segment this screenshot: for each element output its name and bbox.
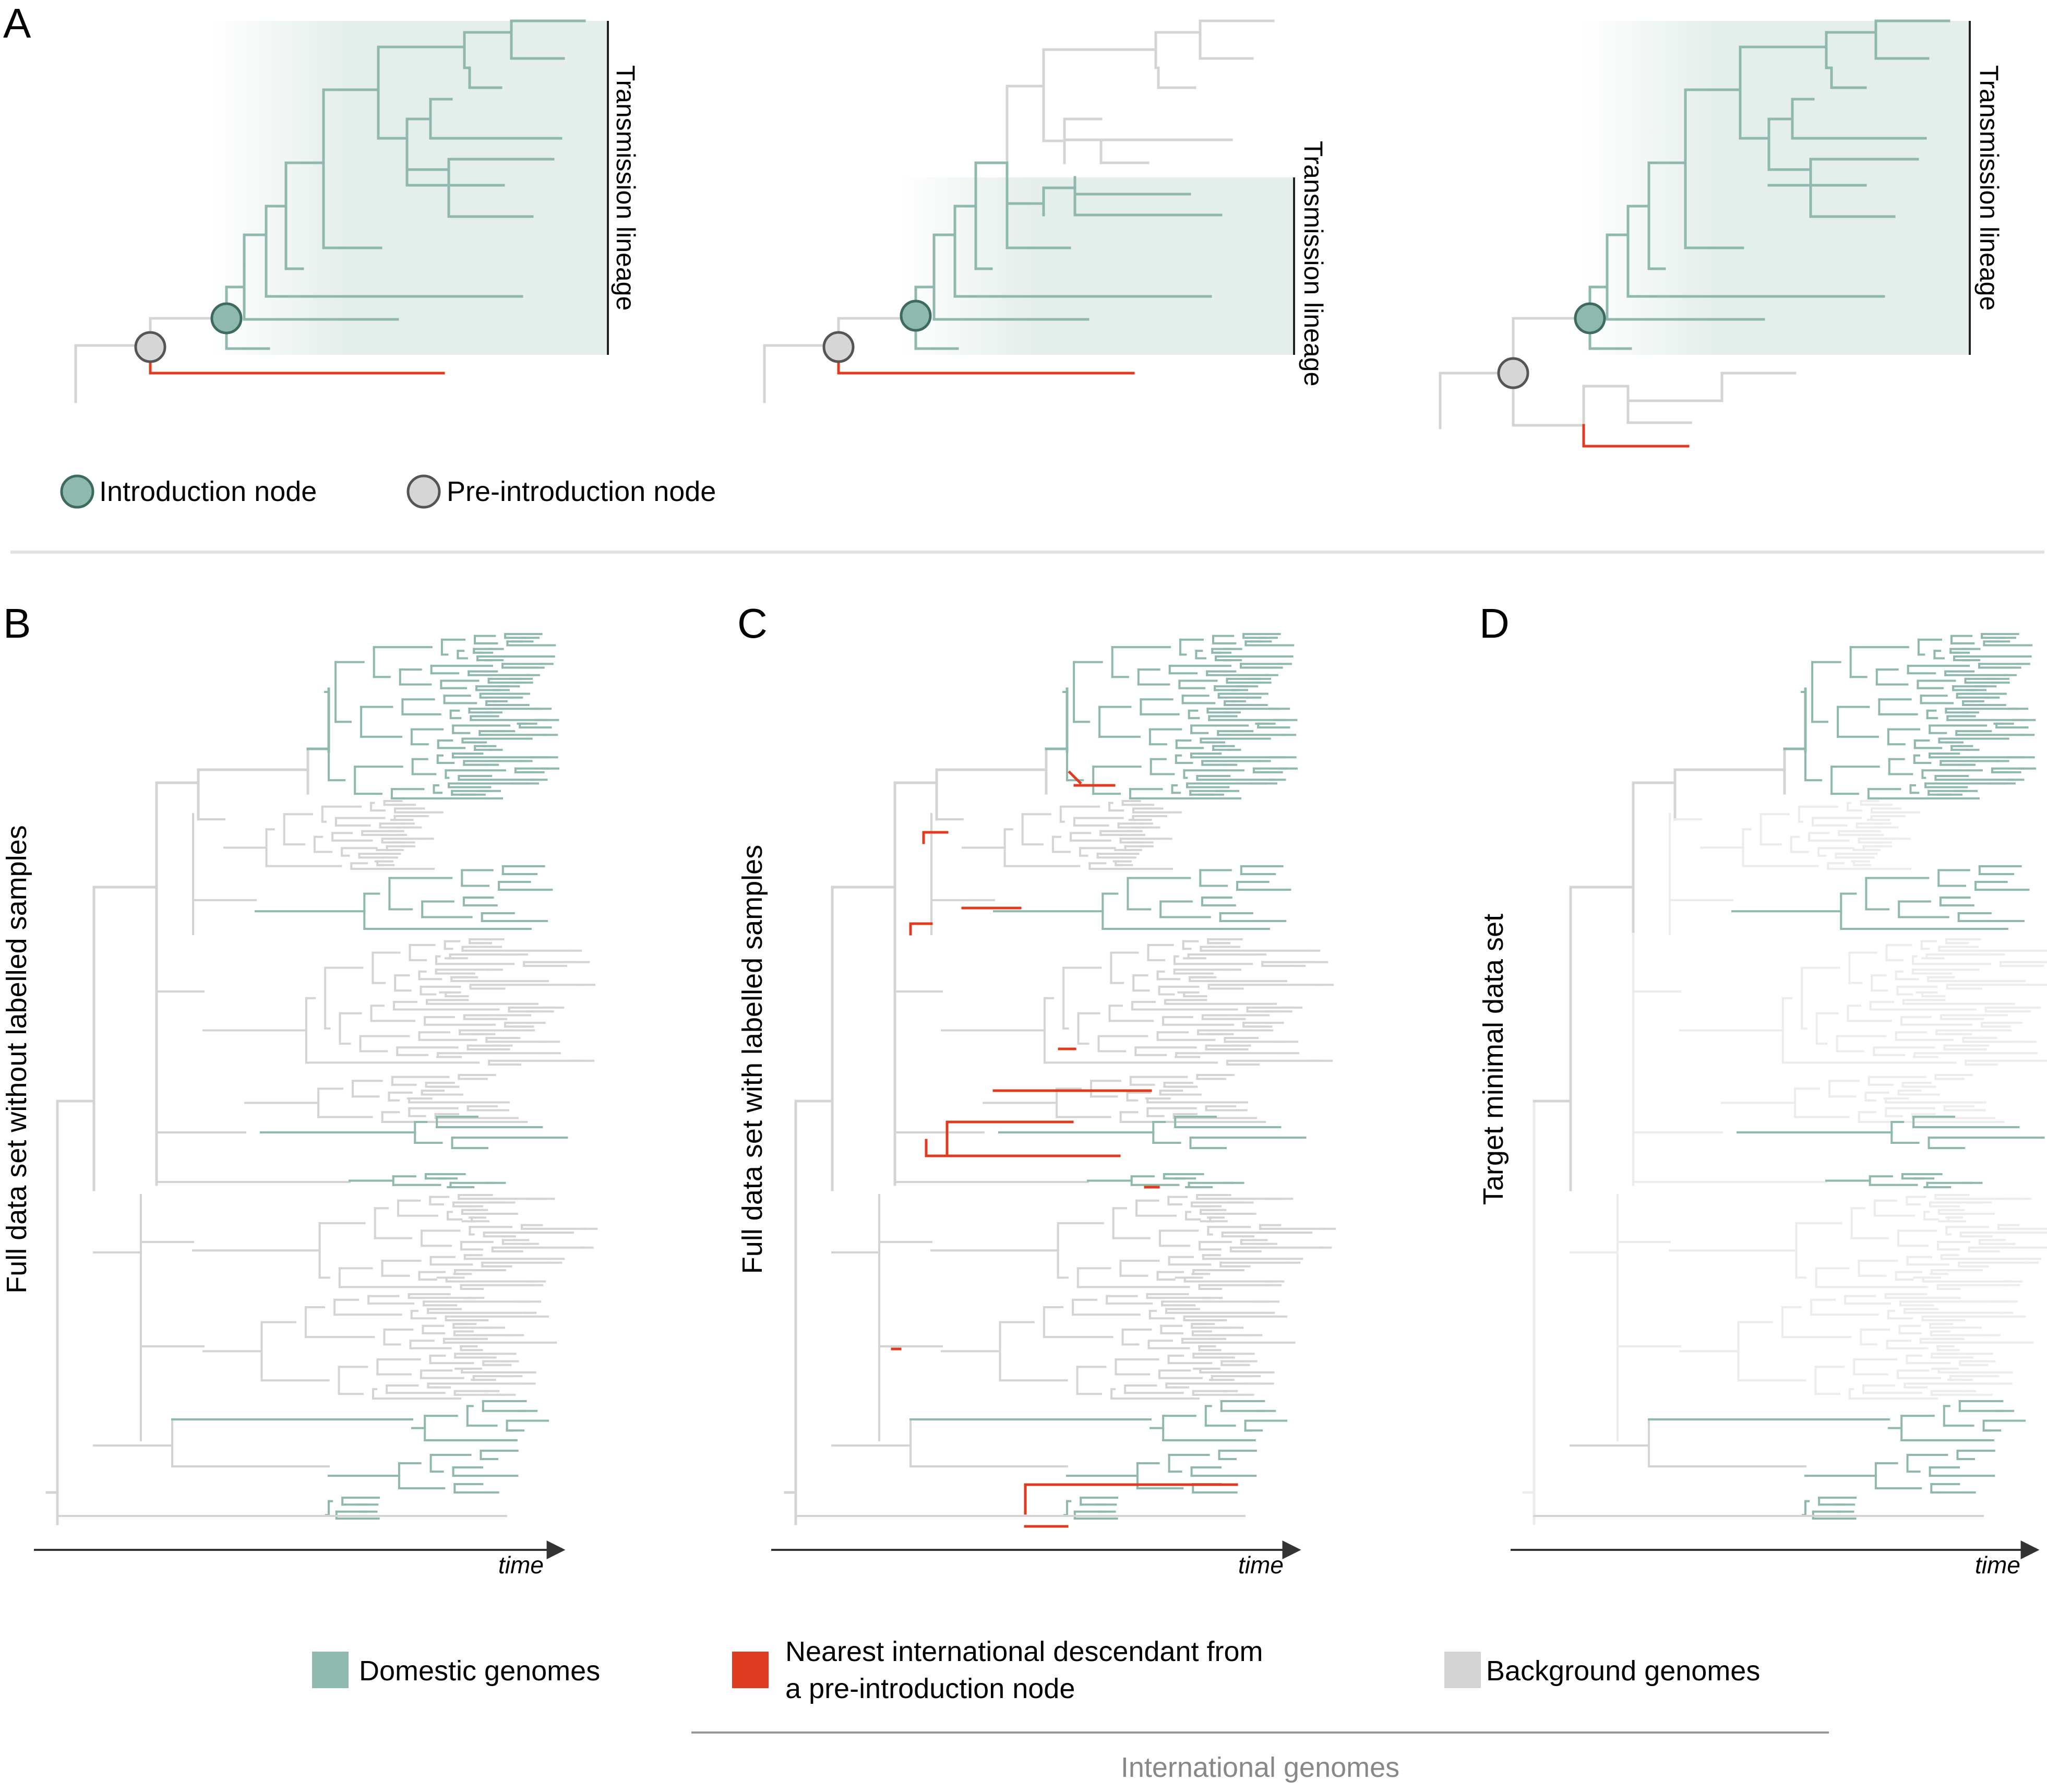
panel-c: C Full data set with labelled samples ti… — [737, 600, 1336, 1579]
panel-b-ylabel: Full data set without labelled samples — [1, 825, 32, 1294]
background-label: Background genomes — [1486, 1655, 1760, 1687]
transmission-lineage-shade — [897, 177, 1294, 355]
panel-a-letter: A — [3, 0, 31, 46]
pre-introduction-node-label: Pre-introduction node — [447, 476, 716, 507]
panel-c-tree — [784, 633, 1336, 1528]
panel-a-tree-2: Transmission lineage — [763, 19, 1328, 403]
panel-d-letter: D — [1479, 600, 1510, 647]
nearest-international-label-1: Nearest international descendant from — [785, 1636, 1263, 1667]
nearest-international-swatch — [732, 1652, 769, 1688]
domestic-label: Domestic genomes — [359, 1655, 600, 1687]
introduction-node — [900, 300, 932, 332]
panel-b: B Full data set without labelled samples… — [1, 600, 598, 1579]
introduction-node-swatch — [60, 474, 94, 509]
domestic-swatch — [312, 1652, 349, 1688]
introduction-node-label: Introduction node — [99, 476, 317, 507]
time-axis-label: time — [498, 1551, 544, 1579]
transmission-lineage-shade — [1581, 21, 1970, 355]
panel-c-ylabel: Full data set with labelled samples — [737, 845, 768, 1274]
pre-introduction-node — [134, 331, 166, 363]
transmission-lineage-label: Transmission lineage — [1299, 141, 1328, 387]
pre-introduction-node-swatch — [406, 474, 441, 509]
time-axis-label: time — [1238, 1551, 1284, 1579]
panel-d-tree — [1522, 633, 2047, 1525]
panel-b-tree — [45, 633, 598, 1525]
panel-d-ylabel: Target minimal data set — [1478, 914, 1509, 1205]
panel-c-letter: C — [737, 600, 768, 647]
panel-d: D Target minimal data set time — [1478, 600, 2047, 1579]
international-label: International genomes — [1121, 1752, 1399, 1783]
transmission-lineage-label: Transmission lineage — [1974, 65, 2004, 311]
nearest-international-label-2: a pre-introduction node — [785, 1673, 1075, 1704]
tree-branch — [1068, 770, 1082, 785]
panel-a-tree-3: Transmission lineage — [1439, 19, 2004, 448]
panel-a-tree-1: Transmission lineage — [74, 19, 640, 403]
introduction-node — [210, 302, 243, 334]
transmission-lineage-label: Transmission lineage — [611, 65, 640, 311]
time-axis-label: time — [1975, 1551, 2020, 1579]
pre-introduction-node — [1497, 357, 1529, 389]
panel-a-legend: Introduction node Pre-introduction node — [60, 474, 716, 509]
background-swatch — [1444, 1652, 1481, 1688]
introduction-node — [1574, 302, 1606, 334]
pre-introduction-node — [822, 331, 855, 363]
transmission-lineage-shade — [209, 21, 608, 355]
panel-b-letter: B — [3, 600, 31, 647]
bottom-legend: Domestic genomes Nearest international d… — [312, 1636, 1829, 1783]
